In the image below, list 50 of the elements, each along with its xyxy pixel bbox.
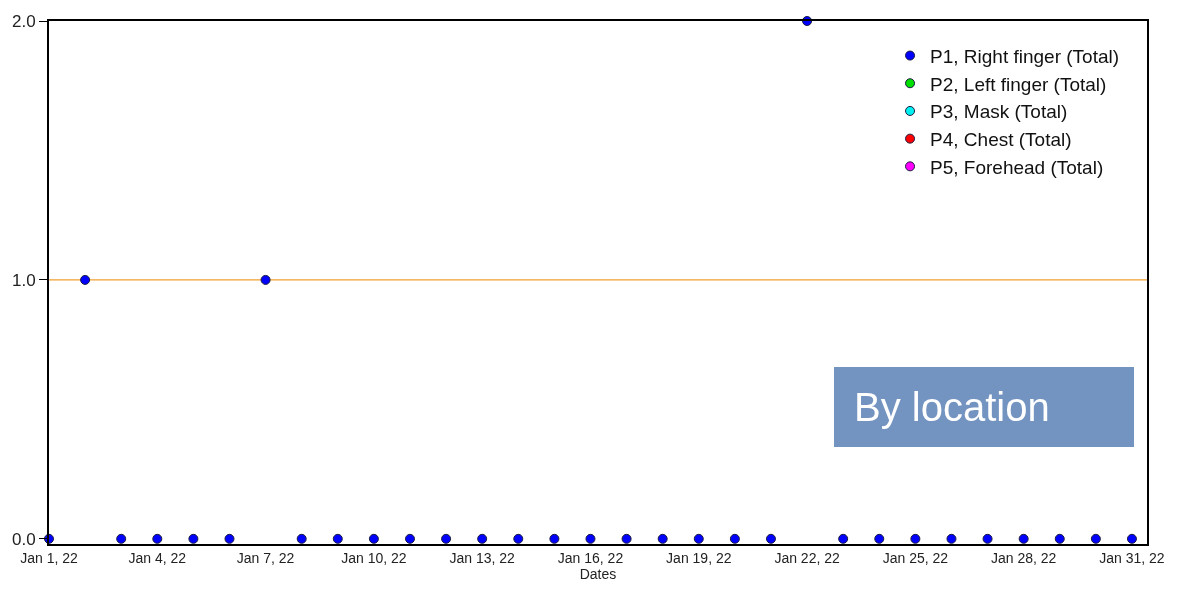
legend-label: P1, Right finger (Total): [930, 45, 1120, 67]
x-tick-label: Jan 31, 22: [1099, 549, 1165, 566]
legend-label: P5, Forehead (Total): [930, 156, 1104, 178]
x-tick-label: Jan 25, 22: [882, 549, 949, 566]
point: [874, 533, 885, 544]
y-tick-label: 2.0: [11, 11, 36, 31]
point: [368, 533, 379, 544]
legend-label: P3, Mask (Total): [930, 101, 1068, 123]
point: [477, 533, 488, 544]
point: [1054, 533, 1065, 544]
point: [441, 533, 452, 544]
x-axis-title: Dates: [579, 565, 617, 582]
x-tick-label: Jan 19, 22: [666, 549, 732, 566]
point: [152, 533, 163, 544]
point: [1126, 533, 1137, 544]
point: [1090, 533, 1101, 544]
x-tick-label: Jan 4, 22: [128, 549, 187, 566]
point: [585, 533, 596, 544]
point: [982, 533, 993, 544]
point: [693, 533, 704, 544]
point: [80, 274, 91, 285]
x-tick-label: Jan 16, 22: [557, 549, 624, 566]
point: [513, 533, 524, 544]
point: [621, 533, 632, 544]
point: [260, 274, 271, 285]
point: [549, 533, 560, 544]
x-tick-label: Jan 7, 22: [236, 549, 295, 566]
y-tick-label: 1.0: [11, 270, 36, 290]
point: [910, 533, 921, 544]
point: [1018, 533, 1029, 544]
point: [657, 533, 668, 544]
point: [404, 533, 415, 544]
point: [296, 533, 307, 544]
x-tick-label: Jan 10, 22: [341, 549, 407, 566]
y-tick-label: 0.0: [11, 529, 36, 549]
point: [838, 533, 849, 544]
point: [116, 533, 127, 544]
point: [765, 533, 776, 544]
x-tick-label: Jan 22, 22: [774, 549, 840, 566]
legend-label: P4, Chest (Total): [930, 129, 1072, 151]
point: [188, 533, 199, 544]
point: [332, 533, 343, 544]
caption-box: By location: [834, 367, 1134, 447]
x-tick-label: Jan 13, 22: [449, 549, 516, 566]
legend-label: P2, Left finger (Total): [930, 73, 1107, 95]
x-tick-label: Jan 1, 22: [20, 549, 79, 566]
point: [946, 533, 957, 544]
x-tick-label: Jan 28, 22: [990, 549, 1057, 566]
point: [729, 533, 740, 544]
point: [224, 533, 235, 544]
